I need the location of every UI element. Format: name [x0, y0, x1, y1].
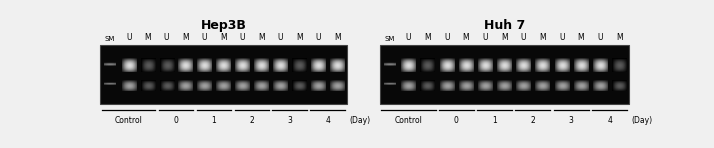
Text: 3: 3 — [287, 116, 292, 125]
Text: SM: SM — [104, 36, 115, 42]
Text: U: U — [444, 33, 450, 42]
Text: M: M — [220, 33, 227, 42]
Text: 4: 4 — [325, 116, 330, 125]
Text: U: U — [483, 33, 488, 42]
Text: U: U — [559, 33, 565, 42]
Text: U: U — [598, 33, 603, 42]
Text: 4: 4 — [607, 116, 612, 125]
Text: U: U — [406, 33, 411, 42]
Text: Control: Control — [395, 116, 423, 125]
Text: U: U — [240, 33, 245, 42]
Text: 2: 2 — [531, 116, 536, 125]
Text: M: M — [296, 33, 303, 42]
Text: SM: SM — [384, 36, 395, 42]
Text: M: M — [258, 33, 265, 42]
Text: M: M — [182, 33, 189, 42]
Text: M: M — [501, 33, 508, 42]
Text: 1: 1 — [211, 116, 216, 125]
Text: M: M — [463, 33, 469, 42]
Text: U: U — [278, 33, 283, 42]
Text: 0: 0 — [174, 116, 178, 125]
Text: 2: 2 — [249, 116, 254, 125]
Text: U: U — [164, 33, 169, 42]
Text: Control: Control — [115, 116, 143, 125]
Bar — [380, 45, 629, 104]
Text: M: M — [333, 33, 341, 42]
Text: Huh 7: Huh 7 — [483, 19, 525, 32]
Text: M: M — [539, 33, 546, 42]
Text: U: U — [316, 33, 321, 42]
Text: Hep3B: Hep3B — [201, 19, 246, 32]
Text: U: U — [126, 33, 131, 42]
Text: U: U — [202, 33, 207, 42]
Text: 1: 1 — [493, 116, 497, 125]
Text: (Day): (Day) — [632, 116, 653, 125]
Text: M: M — [616, 33, 623, 42]
Text: 3: 3 — [569, 116, 574, 125]
Text: (Day): (Day) — [349, 116, 371, 125]
Text: 0: 0 — [454, 116, 459, 125]
Text: M: M — [144, 33, 151, 42]
Text: M: M — [578, 33, 584, 42]
Text: M: M — [424, 33, 431, 42]
Bar — [100, 45, 346, 104]
Text: U: U — [521, 33, 526, 42]
